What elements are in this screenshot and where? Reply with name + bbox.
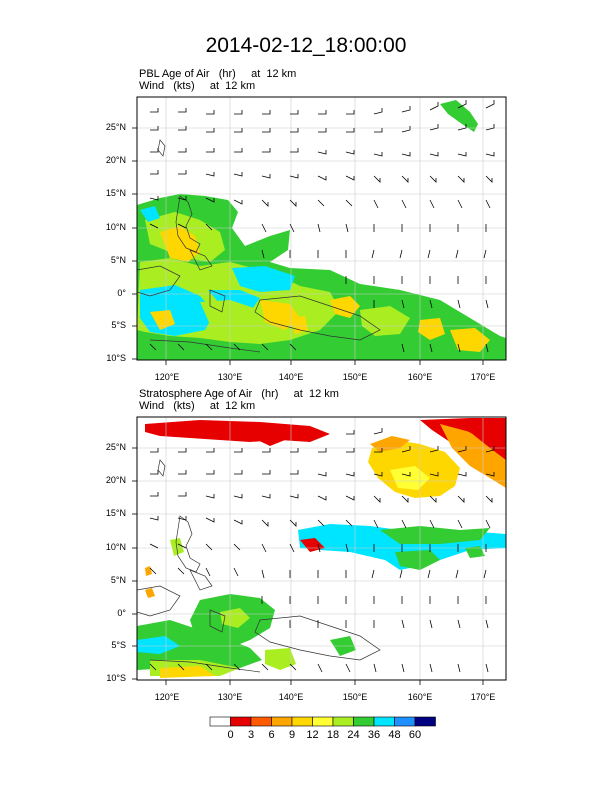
- colorbar-label: 9: [288, 729, 296, 741]
- p2-lat-label: 25°N: [105, 442, 126, 452]
- p2-lon-label: 130°E: [217, 692, 243, 702]
- colorbar-label: 48: [388, 729, 401, 741]
- panel2-wind-barbs: [149, 428, 495, 673]
- panel2-label-wind: Wind (kts) at 12 km: [139, 400, 256, 412]
- p1-lon-label: 150°E: [342, 372, 368, 382]
- panel2-ticks: [132, 447, 484, 685]
- p2-lat-label: 15°N: [105, 508, 126, 518]
- colorbar-swatch: [291, 716, 313, 727]
- p1-lat-label: 15°N: [105, 188, 126, 198]
- panel1-frame: [136, 96, 507, 361]
- p2-lat-label: 10°N: [105, 542, 126, 552]
- colorbar-label: 60: [408, 729, 422, 741]
- colorbar-swatch: [373, 716, 395, 727]
- colorbar-swatch: [353, 716, 375, 727]
- panel1-label-wind: Wind (kts) at 12 km: [139, 80, 256, 92]
- colorbar-label: 6: [268, 729, 275, 741]
- p2-lon-label: 170°E: [470, 692, 496, 702]
- panel1-wind-barbs: [149, 100, 495, 353]
- panel2-map: [137, 417, 506, 680]
- p2-lon-label: 150°E: [342, 692, 368, 702]
- colorbar-label: 36: [367, 729, 381, 741]
- panel1-shading: [137, 100, 506, 360]
- p1-lon-label: 170°E: [470, 372, 496, 382]
- p1-lat-label: 10°S: [106, 353, 126, 363]
- colorbar-swatch: [394, 716, 416, 727]
- colorbar-swatch: [271, 716, 293, 727]
- p2-lat-label: 5°S: [111, 640, 126, 650]
- p1-lat-label: 20°N: [105, 155, 126, 165]
- p2-lat-label: 20°N: [105, 475, 126, 485]
- colorbar-label: 0: [227, 729, 234, 741]
- p1-lat-label: 5°N: [110, 255, 126, 265]
- p1-lon-label: 140°E: [278, 372, 304, 382]
- p2-lat-label: 0°: [117, 608, 126, 618]
- panel1-gridlines: [137, 97, 506, 360]
- colorbar-label: 24: [347, 729, 360, 741]
- p2-lat-label: 5°N: [110, 575, 126, 585]
- panel1-ticks: [132, 127, 484, 365]
- colorbar-swatch: [312, 716, 334, 727]
- panel1-label-field: PBL Age of Air (hr) at 12 km: [139, 68, 297, 80]
- p2-lon-label: 120°E: [154, 692, 180, 702]
- p1-lon-label: 120°E: [154, 372, 180, 382]
- panel2-frame: [136, 416, 507, 681]
- map-title: 2014-02-12_18:00:00: [205, 34, 407, 57]
- p2-lat-label: 10°S: [106, 673, 126, 683]
- p2-lon-label: 140°E: [278, 692, 304, 702]
- p1-lat-label: 5°S: [111, 320, 126, 330]
- p1-lat-label: 25°N: [105, 122, 126, 132]
- panel2-coastlines: [137, 459, 381, 673]
- colorbar-swatch: [332, 716, 354, 727]
- colorbar-label: 12: [306, 729, 319, 741]
- p1-lat-label: 10°N: [105, 222, 126, 232]
- panel1-map: [137, 97, 506, 360]
- colorbar-swatch: [250, 716, 272, 727]
- colorbar-swatch: [209, 716, 231, 727]
- p1-lon-label: 160°E: [407, 372, 433, 382]
- colorbar-label: 18: [326, 729, 340, 741]
- colorbar: [209, 716, 436, 727]
- colorbar-label: 3: [247, 729, 255, 741]
- colorbar-swatch: [230, 716, 252, 727]
- p1-lat-label: 0°: [117, 288, 126, 298]
- colorbar-swatch: [414, 716, 436, 727]
- panel2-gridlines: [137, 417, 506, 680]
- p2-lon-label: 160°E: [407, 692, 433, 702]
- panel2-label-field: Stratosphere Age of Air (hr) at 12 km: [139, 388, 339, 400]
- panel1-coastlines: [137, 139, 381, 353]
- p1-lon-label: 130°E: [217, 372, 243, 382]
